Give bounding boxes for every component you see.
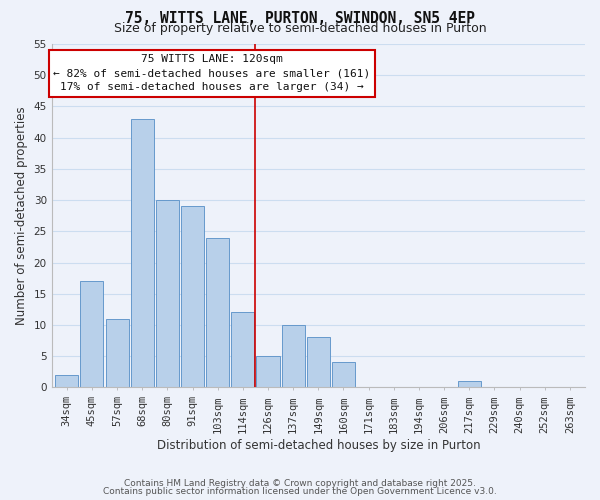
Bar <box>181 206 204 388</box>
Bar <box>307 338 330 388</box>
Bar <box>156 200 179 388</box>
Bar <box>206 238 229 388</box>
Bar <box>106 318 128 388</box>
Text: 75, WITTS LANE, PURTON, SWINDON, SN5 4EP: 75, WITTS LANE, PURTON, SWINDON, SN5 4EP <box>125 11 475 26</box>
Bar <box>231 312 254 388</box>
Bar <box>131 119 154 388</box>
Bar <box>281 325 305 388</box>
Y-axis label: Number of semi-detached properties: Number of semi-detached properties <box>15 106 28 325</box>
Text: 75 WITTS LANE: 120sqm
← 82% of semi-detached houses are smaller (161)
17% of sem: 75 WITTS LANE: 120sqm ← 82% of semi-deta… <box>53 54 370 92</box>
Bar <box>80 282 103 388</box>
X-axis label: Distribution of semi-detached houses by size in Purton: Distribution of semi-detached houses by … <box>157 440 480 452</box>
Bar <box>256 356 280 388</box>
Text: Size of property relative to semi-detached houses in Purton: Size of property relative to semi-detach… <box>113 22 487 35</box>
Text: Contains public sector information licensed under the Open Government Licence v3: Contains public sector information licen… <box>103 487 497 496</box>
Bar <box>458 381 481 388</box>
Bar <box>55 375 79 388</box>
Bar <box>332 362 355 388</box>
Text: Contains HM Land Registry data © Crown copyright and database right 2025.: Contains HM Land Registry data © Crown c… <box>124 478 476 488</box>
